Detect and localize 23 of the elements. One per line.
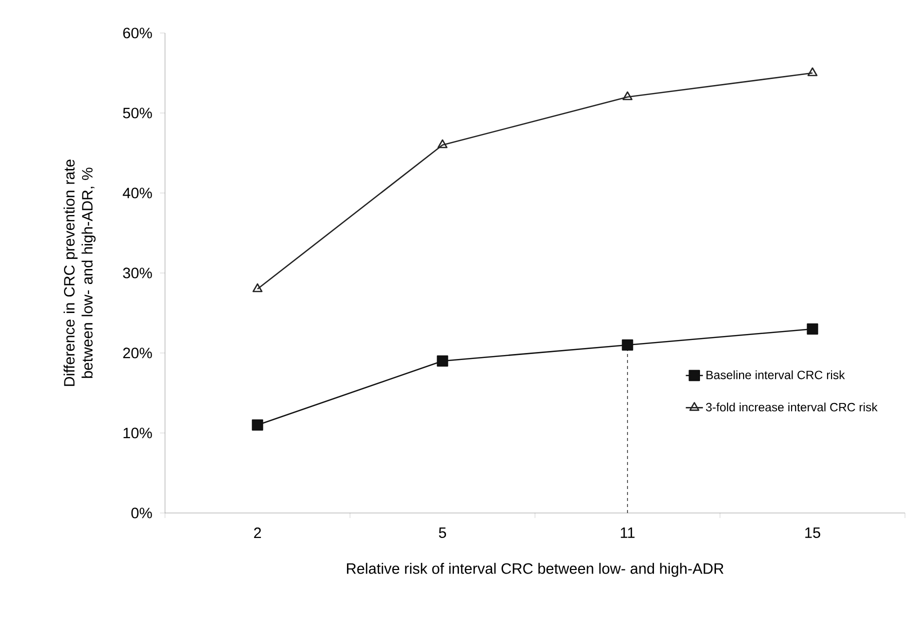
point xyxy=(252,419,264,431)
y-tick-label: 30% xyxy=(123,268,152,278)
point xyxy=(622,339,634,351)
y-tick-label: 60% xyxy=(123,28,152,38)
point xyxy=(252,283,262,292)
y-tick-label: 50% xyxy=(123,108,152,118)
point xyxy=(438,139,448,148)
y-tick-label: 10% xyxy=(124,428,152,438)
point xyxy=(806,323,818,335)
point xyxy=(436,355,448,367)
y-axis-title: Difference in CRC prevention rate between low- and high-ADR, % xyxy=(64,160,96,386)
legend-label: 3-fold increase interval CRC risk xyxy=(706,402,878,412)
x-tick-label: 11 xyxy=(620,528,635,538)
y-tick-label: 40% xyxy=(122,188,152,198)
point xyxy=(808,67,818,76)
legend-label: Baseline interval CRC risk xyxy=(706,370,845,380)
x-axis-title: Relative risk of interval CRC between low- and high-ADR xyxy=(346,562,724,577)
x-tick-label: 2 xyxy=(254,528,261,538)
y-tick-label: 20% xyxy=(123,348,152,358)
point xyxy=(622,91,632,100)
y-tick-label: 0% xyxy=(131,508,152,518)
x-tick-label: 15 xyxy=(805,528,820,538)
x-tick-label: 5 xyxy=(438,528,446,538)
